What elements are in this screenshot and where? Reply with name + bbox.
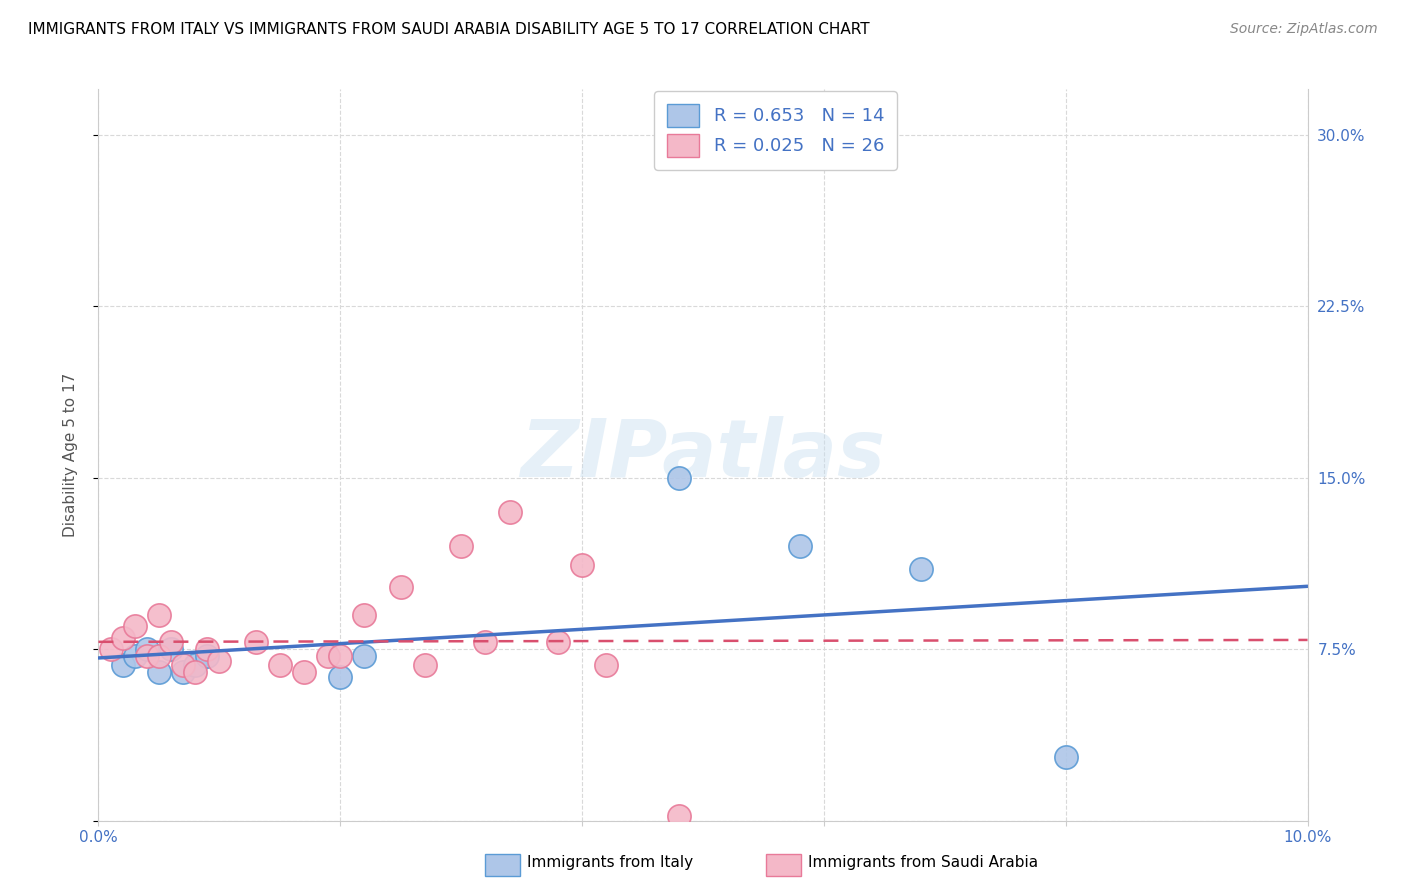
Point: [160, 642, 183, 657]
Point: [668, 471, 690, 485]
Legend: R = 0.653   N = 14, R = 0.025   N = 26: R = 0.653 N = 14, R = 0.025 N = 26: [654, 91, 897, 169]
Point: [269, 658, 291, 673]
Point: [329, 649, 352, 664]
Point: [160, 635, 183, 649]
Point: [148, 649, 170, 664]
Point: [789, 539, 811, 553]
Y-axis label: Disability Age 5 to 17: Disability Age 5 to 17: [63, 373, 77, 537]
Point: [413, 658, 436, 673]
Point: [195, 649, 218, 664]
Point: [172, 658, 194, 673]
Point: [135, 642, 157, 657]
Point: [172, 665, 194, 679]
Point: [100, 642, 122, 657]
Point: [111, 658, 134, 673]
Point: [547, 635, 569, 649]
Text: Immigrants from Saudi Arabia: Immigrants from Saudi Arabia: [808, 855, 1039, 870]
Point: [148, 665, 170, 679]
Point: [245, 635, 267, 649]
Point: [195, 642, 218, 657]
Text: ZIPatlas: ZIPatlas: [520, 416, 886, 494]
Point: [450, 539, 472, 553]
Point: [498, 505, 520, 519]
Point: [353, 607, 375, 622]
Point: [316, 649, 339, 664]
Point: [571, 558, 593, 572]
Point: [353, 649, 375, 664]
Text: IMMIGRANTS FROM ITALY VS IMMIGRANTS FROM SAUDI ARABIA DISABILITY AGE 5 TO 17 COR: IMMIGRANTS FROM ITALY VS IMMIGRANTS FROM…: [28, 22, 870, 37]
Point: [208, 654, 231, 668]
Point: [329, 670, 352, 684]
Point: [474, 635, 496, 649]
Text: Immigrants from Italy: Immigrants from Italy: [527, 855, 693, 870]
Point: [292, 665, 315, 679]
Point: [1054, 749, 1077, 764]
Point: [184, 665, 207, 679]
Point: [135, 649, 157, 664]
Point: [111, 631, 134, 645]
Point: [124, 649, 146, 664]
Text: Source: ZipAtlas.com: Source: ZipAtlas.com: [1230, 22, 1378, 37]
Point: [595, 658, 617, 673]
Point: [148, 607, 170, 622]
Point: [184, 658, 207, 673]
Point: [389, 581, 412, 595]
Point: [124, 619, 146, 633]
Point: [668, 809, 690, 823]
Point: [910, 562, 932, 576]
